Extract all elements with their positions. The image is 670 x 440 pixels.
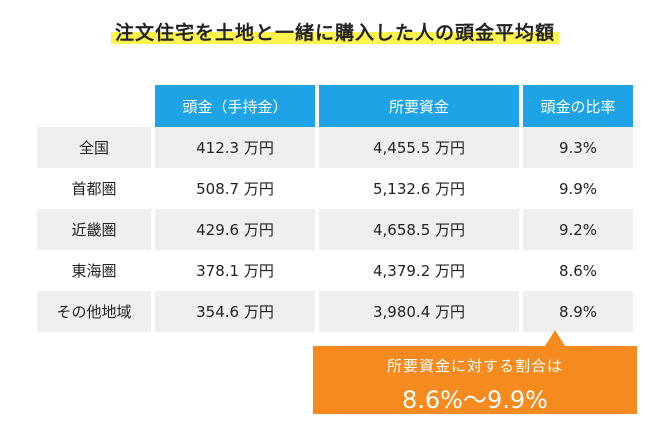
table-row: その他地域 354.6 万円 3,980.4 万円 8.9%	[37, 291, 633, 332]
row-required-funds: 4,658.5 万円	[319, 209, 519, 250]
row-region: 全国	[37, 127, 151, 168]
title-area: 注文住宅を土地と一緒に購入した人の頭金平均額	[0, 18, 670, 45]
page-title: 注文住宅を土地と一緒に購入した人の頭金平均額	[110, 18, 560, 45]
row-required-funds: 4,455.5 万円	[319, 127, 519, 168]
row-down-payment: 378.1 万円	[155, 250, 315, 291]
row-ratio: 9.2%	[523, 209, 633, 250]
table-row: 首都圏 508.7 万円 5,132.6 万円 9.9%	[37, 168, 633, 209]
row-required-funds: 4,379.2 万円	[319, 250, 519, 291]
row-region: 近畿圏	[37, 209, 151, 250]
header-corner	[37, 85, 151, 127]
row-ratio: 8.6%	[523, 250, 633, 291]
down-payment-table: 頭金（手持金） 所要資金 頭金の比率 全国 412.3 万円 4,455.5 万…	[33, 85, 637, 332]
row-ratio: 9.9%	[523, 168, 633, 209]
row-ratio: 9.3%	[523, 127, 633, 168]
table-row: 全国 412.3 万円 4,455.5 万円 9.3%	[37, 127, 633, 168]
row-down-payment: 412.3 万円	[155, 127, 315, 168]
table-row: 近畿圏 429.6 万円 4,658.5 万円 9.2%	[37, 209, 633, 250]
header-required-funds: 所要資金	[319, 85, 519, 127]
row-region: その他地域	[37, 291, 151, 332]
row-down-payment: 429.6 万円	[155, 209, 315, 250]
row-down-payment: 354.6 万円	[155, 291, 315, 332]
table-row: 東海圏 378.1 万円 4,379.2 万円 8.6%	[37, 250, 633, 291]
row-region: 首都圏	[37, 168, 151, 209]
header-ratio: 頭金の比率	[523, 85, 633, 127]
row-ratio: 8.9%	[523, 291, 633, 332]
row-region: 東海圏	[37, 250, 151, 291]
callout-range: 8.6%～9.9%	[402, 386, 548, 414]
row-required-funds: 5,132.6 万円	[319, 168, 519, 209]
table-header-row: 頭金（手持金） 所要資金 頭金の比率	[37, 85, 633, 127]
callout-label: 所要資金に対する割合は	[386, 357, 563, 375]
ratio-callout: 所要資金に対する割合は 8.6%～9.9%	[313, 330, 637, 414]
header-down-payment: 頭金（手持金）	[155, 85, 315, 127]
row-required-funds: 3,980.4 万円	[319, 291, 519, 332]
row-down-payment: 508.7 万円	[155, 168, 315, 209]
